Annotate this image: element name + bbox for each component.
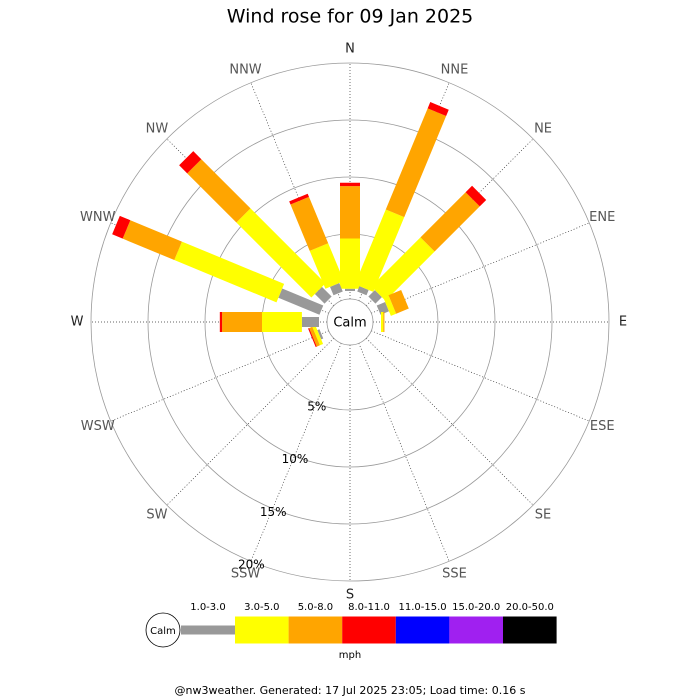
spoke bbox=[371, 330, 590, 422]
bar-segment bbox=[368, 290, 382, 304]
legend-label: 15.0-20.0 bbox=[452, 602, 500, 613]
legend-swatch bbox=[181, 625, 235, 635]
direction-label: SSW bbox=[231, 567, 261, 582]
legend-label: 8.0-11.0 bbox=[348, 602, 390, 613]
legend-label: 3.0-5.0 bbox=[244, 602, 279, 613]
legend-swatch bbox=[235, 616, 289, 644]
direction-label: ENE bbox=[589, 210, 615, 225]
direction-label: WSW bbox=[81, 419, 115, 434]
direction-label: SSE bbox=[442, 567, 467, 582]
bar-segment bbox=[317, 329, 324, 340]
direction-label: W bbox=[71, 315, 84, 330]
bar-segment bbox=[112, 215, 131, 239]
bar-segment bbox=[309, 326, 320, 347]
bar-segment bbox=[179, 151, 202, 174]
bar-segment bbox=[330, 283, 343, 296]
direction-label: SW bbox=[146, 508, 167, 523]
legend-swatch bbox=[342, 616, 396, 644]
grid-ring bbox=[90, 62, 610, 582]
spoke bbox=[366, 338, 534, 506]
grid-ring bbox=[147, 119, 553, 525]
direction-label: SE bbox=[535, 508, 551, 523]
footer: @nw3weather. Generated: 17 Jul 2025 23:0… bbox=[175, 684, 526, 697]
spoke bbox=[371, 222, 590, 314]
direction-label: E bbox=[619, 315, 627, 330]
unit-label: mph bbox=[339, 650, 361, 661]
direction-label: NW bbox=[146, 121, 169, 136]
direction-label: S bbox=[346, 588, 354, 603]
bar-segment bbox=[371, 237, 435, 301]
bar-segment bbox=[289, 193, 309, 205]
bar-segment bbox=[383, 295, 397, 316]
bar-segment bbox=[388, 289, 409, 314]
ring-label: 5% bbox=[307, 399, 326, 413]
legend-calm bbox=[145, 612, 181, 648]
direction-label: NNE bbox=[441, 62, 469, 77]
bar-segment bbox=[314, 286, 332, 304]
legend-swatch bbox=[503, 616, 557, 644]
legend-calm-label: Calm bbox=[150, 626, 176, 637]
bar-segment bbox=[420, 192, 480, 252]
bar-segment bbox=[465, 185, 487, 207]
legend-label: 11.0-15.0 bbox=[399, 602, 447, 613]
legend-label: 5.0-8.0 bbox=[298, 602, 333, 613]
ring-label: 15% bbox=[260, 505, 287, 519]
bar-segment bbox=[309, 243, 344, 289]
bar-segment bbox=[187, 159, 251, 223]
grid-ring bbox=[204, 176, 496, 468]
ring-label: 20% bbox=[238, 557, 265, 571]
direction-label: ESE bbox=[590, 419, 615, 434]
bar-segment bbox=[236, 208, 326, 298]
bar-segment bbox=[278, 288, 324, 315]
direction-label: NE bbox=[534, 121, 552, 136]
bar-segment bbox=[354, 209, 405, 292]
calm-label: Calm bbox=[333, 316, 366, 331]
calm-circle bbox=[326, 298, 374, 346]
chart-title: Wind rose for 09 Jan 2025 bbox=[227, 6, 474, 28]
spoke bbox=[166, 338, 334, 506]
bar-segment bbox=[385, 108, 447, 218]
direction-label: NNW bbox=[229, 62, 261, 77]
direction-label: N bbox=[345, 42, 355, 57]
bar-segment bbox=[122, 220, 182, 261]
spoke bbox=[110, 330, 329, 422]
spoke bbox=[250, 343, 342, 562]
legend-swatch bbox=[395, 616, 450, 644]
legend-label: 1.0-3.0 bbox=[190, 602, 225, 613]
bar-segment bbox=[427, 102, 449, 117]
bar-segment bbox=[376, 302, 389, 315]
direction-label: WNW bbox=[80, 210, 116, 225]
spoke bbox=[358, 343, 450, 562]
bar-segment bbox=[290, 196, 329, 251]
bar-segment bbox=[174, 241, 285, 303]
legend-swatch bbox=[288, 616, 343, 644]
legend-swatch bbox=[449, 616, 503, 644]
bar-segment bbox=[312, 325, 324, 346]
legend-label: 20.0-50.0 bbox=[506, 602, 554, 613]
bar-segment bbox=[357, 286, 369, 296]
ring-label: 10% bbox=[282, 452, 309, 466]
